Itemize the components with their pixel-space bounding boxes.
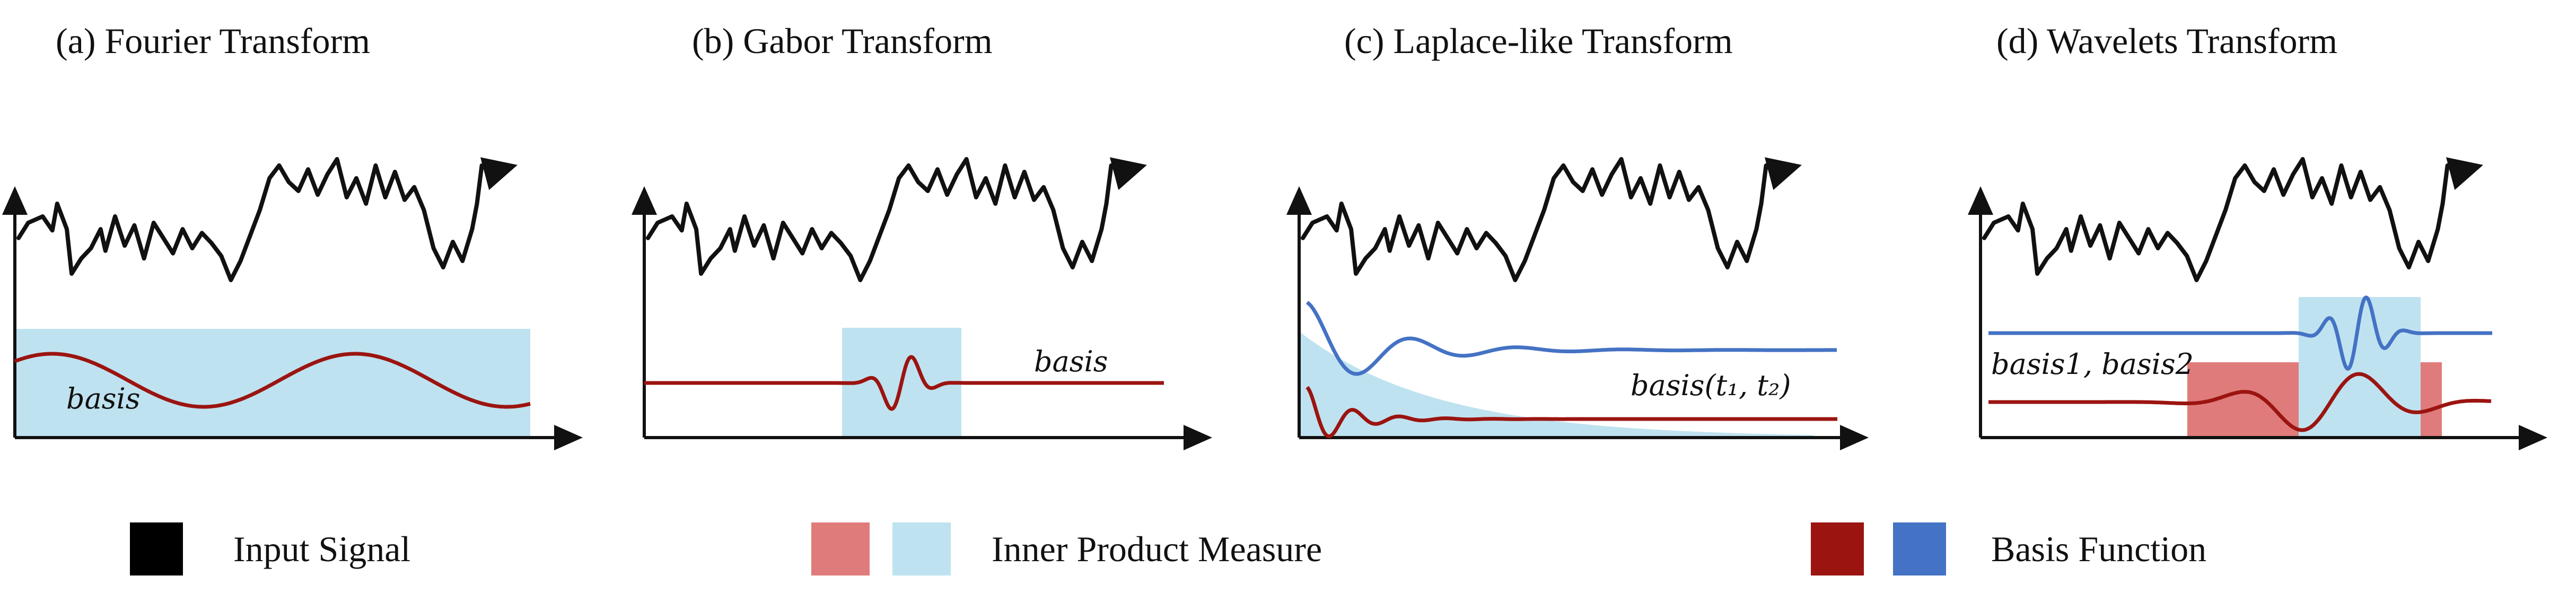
damped-basis-t2 xyxy=(1305,386,1838,439)
wavelet-basis1 xyxy=(1988,372,2492,432)
panel-fourier: (a) Fourier Transform basis xyxy=(2,21,583,450)
legend-label-inner-product: Inner Product Measure xyxy=(992,529,1322,569)
gabor-windowed-basis xyxy=(643,355,1165,411)
input-signal-curve xyxy=(1982,157,2483,282)
input-signal-curve xyxy=(646,157,1147,282)
legend-swatch-inner-blue xyxy=(892,522,951,575)
input-signal-curve xyxy=(16,157,518,282)
basis-label: basis1, basis2 xyxy=(1991,347,2194,381)
basis-label: basis xyxy=(1034,345,1108,378)
legend-swatch-signal xyxy=(130,522,183,575)
fourier-sine-basis xyxy=(14,352,531,409)
panel-title-laplace: (c) Laplace-like Transform xyxy=(1344,21,1733,61)
legend-swatch-inner-red xyxy=(811,522,870,575)
panel-gabor: (b) Gabor Transform basis xyxy=(632,21,1212,450)
basis-label: basis xyxy=(66,382,140,415)
legend-swatch-basis-red xyxy=(1811,522,1864,575)
legend-label-basis-function: Basis Function xyxy=(1991,529,2206,569)
basis-label: basis(t₁, t₂) xyxy=(1631,369,1791,402)
wavelet-basis2 xyxy=(1987,295,2493,371)
legend-swatch-basis-blue xyxy=(1893,522,1946,575)
panel-title-gabor: (b) Gabor Transform xyxy=(692,21,993,61)
inner-product-decay-region xyxy=(1299,332,1813,438)
panel-title-fourier: (a) Fourier Transform xyxy=(56,21,370,61)
damped-basis-t1 xyxy=(1305,301,1837,376)
panel-wavelets: (d) Wavelets Transform basis1, basis2 xyxy=(1968,21,2547,450)
legend-label-input-signal: Input Signal xyxy=(233,529,410,569)
panel-title-wavelets: (d) Wavelets Transform xyxy=(1996,21,2337,61)
legend: Input Signal Inner Product Measure Basis… xyxy=(130,522,2206,575)
panel-laplace: (c) Laplace-like Transform basis(t₁, t₂) xyxy=(1286,21,1869,450)
input-signal-curve xyxy=(1301,157,1802,282)
